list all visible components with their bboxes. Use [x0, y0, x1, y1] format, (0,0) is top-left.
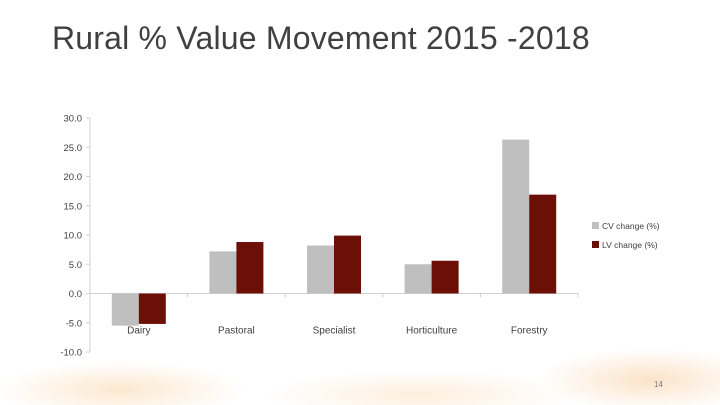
y-tick-label: 5.0 [69, 260, 82, 271]
y-tick-label: 15.0 [64, 201, 83, 212]
bar-lv-dairy [138, 293, 166, 324]
bar-lv-forestry [529, 194, 557, 294]
bar-lv-specialist [334, 235, 361, 294]
bar-lv-horticulture [431, 260, 459, 294]
y-tick-label: 0.0 [69, 289, 82, 300]
category-label: Horticulture [406, 326, 458, 337]
bar-cv-specialist [307, 245, 334, 294]
page-number: 14 [654, 380, 663, 389]
y-tick-label: 20.0 [64, 172, 83, 183]
y-tick-label: -5.0 [66, 318, 82, 329]
y-tick-label: -10.0 [60, 348, 82, 359]
chart-legend: CV change (%) LV change (%) [592, 221, 660, 250]
category-label: Forestry [511, 326, 548, 337]
bar-lv-pastoral [236, 242, 264, 294]
legend-label: CV change (%) [602, 221, 660, 231]
y-tick-label: 30.0 [64, 114, 83, 125]
category-labels: Dairy Pastoral Specialist Horticulture Fores… [127, 326, 547, 337]
category-label: Pastoral [218, 326, 255, 337]
bar-cv-forestry [502, 139, 530, 294]
slide-title: Rural % Value Movement 2015 -2018 [52, 20, 590, 56]
decorative-background-glow [0, 320, 720, 405]
bar-cv-horticulture [404, 264, 432, 294]
legend-swatch [592, 241, 599, 248]
legend-swatch [592, 222, 599, 229]
legend-label: LV change (%) [602, 240, 658, 250]
bar-cv-pastoral [209, 251, 237, 294]
category-label: Dairy [127, 326, 150, 337]
y-axis: 30.0 25.0 20.0 15.0 10.0 5.0 0.0 -5.0 -10.0 [60, 114, 579, 359]
y-tick-label: 10.0 [64, 231, 83, 242]
y-tick-label: 25.0 [64, 143, 83, 154]
category-label: Specialist [313, 326, 356, 337]
bar-cv-dairy [111, 293, 139, 326]
bars-group [111, 139, 557, 326]
